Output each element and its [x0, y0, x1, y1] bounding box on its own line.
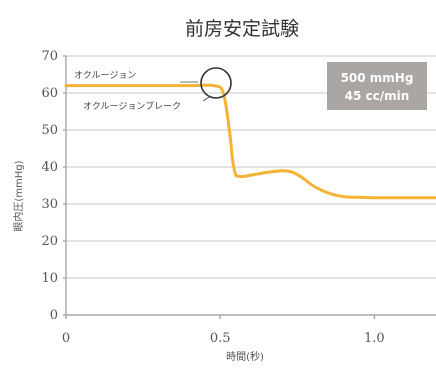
badge-line-1: 500 mmHg — [341, 71, 414, 85]
axes — [63, 55, 436, 319]
y-tick-label: 70 — [41, 49, 58, 64]
y-tick-label: 20 — [41, 234, 58, 249]
x-tick-label: 0.5 — [210, 331, 231, 346]
y-tick-label: 50 — [41, 123, 58, 138]
condition-badge — [327, 62, 427, 110]
occlusion-break-marker — [200, 67, 232, 99]
y-tick-label: 10 — [41, 271, 58, 286]
y-tick-labels: 0 10 20 30 40 50 60 70 — [41, 49, 58, 323]
badge-line-2: 45 cc/min — [345, 89, 410, 103]
y-tick-label: 30 — [41, 197, 58, 212]
x-axis-label: 時間(秒) — [226, 350, 264, 363]
y-axis-label: 眼内圧(mmHg) — [12, 160, 25, 231]
x-tick-labels: 0 0.5 1.0 — [62, 331, 385, 346]
annotation-occlusion: オクルージョン — [74, 70, 136, 81]
y-tick-label: 40 — [41, 160, 58, 175]
annotation-occlusion-break-leader — [202, 95, 212, 102]
y-tick-label: 60 — [41, 86, 58, 101]
annotation-occlusion-break: オクルージョンブレーク — [83, 100, 181, 112]
y-tick-label: 0 — [50, 308, 58, 323]
grid-lines — [66, 55, 436, 279]
x-tick-label: 1.0 — [364, 331, 385, 346]
x-tick-label: 0 — [62, 331, 70, 346]
chart-title: 前房安定試験 — [185, 18, 299, 40]
series-line-pressure — [64, 83, 436, 200]
